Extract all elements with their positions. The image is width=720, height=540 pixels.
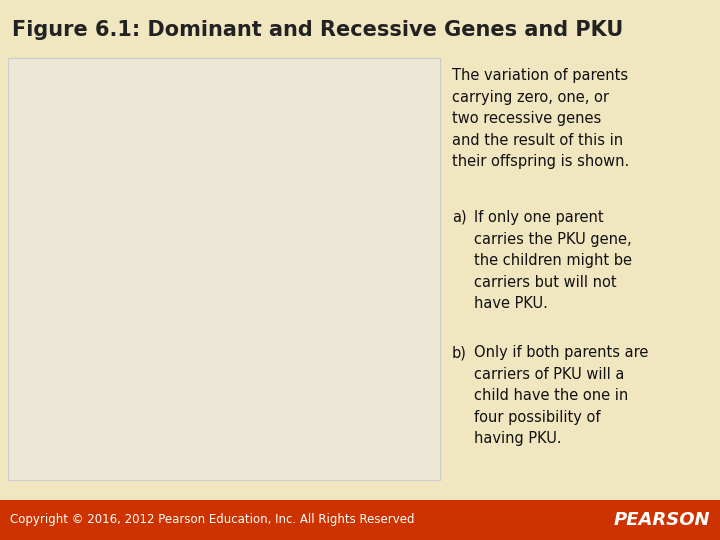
Text: Copyright © 2016, 2012 Pearson Education, Inc. All Rights Reserved: Copyright © 2016, 2012 Pearson Education… <box>10 514 415 526</box>
Text: If only one parent
carries the PKU gene,
the children might be
carriers but will: If only one parent carries the PKU gene,… <box>474 210 632 312</box>
Text: a): a) <box>452 210 467 225</box>
Text: PEARSON: PEARSON <box>613 511 710 529</box>
Text: Figure 6.1: Dominant and Recessive Genes and PKU: Figure 6.1: Dominant and Recessive Genes… <box>12 20 624 40</box>
Text: Only if both parents are
carriers of PKU will a
child have the one in
four possi: Only if both parents are carriers of PKU… <box>474 345 649 447</box>
Bar <box>8 58 440 480</box>
Bar <box>0 500 720 540</box>
Text: b): b) <box>452 345 467 360</box>
Text: The variation of parents
carrying zero, one, or
two recessive genes
and the resu: The variation of parents carrying zero, … <box>452 68 629 170</box>
